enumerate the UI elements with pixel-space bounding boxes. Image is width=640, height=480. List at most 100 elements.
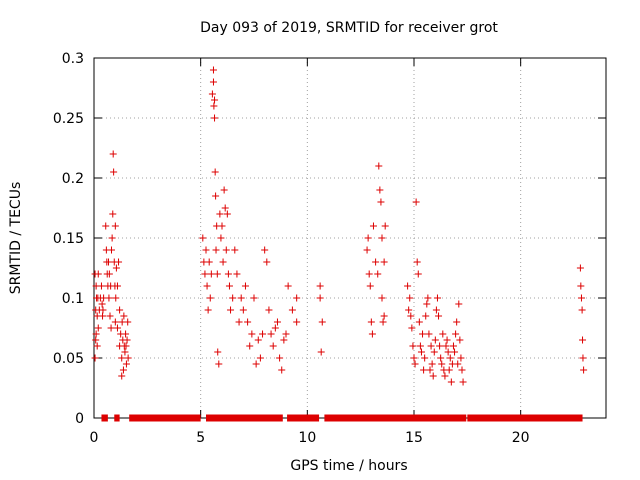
- data-point: [209, 66, 217, 74]
- data-point: [455, 300, 463, 308]
- axis-ticks: 0 0.05 0.1 0.15 0.2 0.25 0.3 0 5 10 15 20: [53, 51, 606, 446]
- data-point: [441, 372, 449, 380]
- data-point: [213, 270, 221, 278]
- data-point: [224, 270, 232, 278]
- data-point: [454, 360, 462, 368]
- data-point: [288, 306, 296, 314]
- y-tick-label: 0.3: [62, 51, 84, 67]
- data-point: [439, 330, 447, 338]
- data-point: [207, 270, 215, 278]
- data-point: [368, 330, 376, 338]
- data-point: [432, 306, 440, 314]
- zero-value-points: [114, 414, 120, 422]
- data-point: [425, 330, 433, 338]
- data-point: [122, 360, 130, 368]
- data-point: [429, 372, 437, 380]
- data-point: [443, 336, 451, 344]
- data-point: [376, 186, 384, 194]
- data-point: [276, 354, 284, 362]
- data-point: [451, 348, 459, 356]
- x-tick-label: 15: [405, 430, 423, 446]
- data-point: [424, 294, 432, 302]
- data-point: [408, 324, 416, 332]
- data-point: [367, 318, 375, 326]
- data-point: [248, 330, 256, 338]
- data-point: [579, 336, 587, 344]
- data-point: [375, 162, 383, 170]
- data-point: [241, 282, 249, 290]
- data-point: [116, 306, 124, 314]
- data-point: [105, 294, 113, 302]
- data-point: [216, 210, 224, 218]
- data-point: [113, 324, 121, 332]
- data-point: [217, 234, 225, 242]
- data-point: [446, 354, 454, 362]
- data-point: [109, 150, 117, 158]
- zero-value-points: [101, 414, 108, 422]
- data-point: [459, 378, 467, 386]
- data-point: [229, 294, 237, 302]
- data-point: [106, 312, 114, 320]
- data-point: [218, 222, 226, 230]
- data-point: [123, 336, 131, 344]
- data-point: [211, 96, 219, 104]
- data-point: [211, 114, 219, 122]
- x-tick-label: 0: [90, 430, 99, 446]
- data-point: [220, 186, 228, 194]
- data-point: [110, 168, 118, 176]
- data-point: [263, 258, 271, 266]
- data-point: [222, 246, 230, 254]
- data-points: [91, 66, 588, 422]
- data-point: [227, 306, 235, 314]
- data-point: [259, 330, 267, 338]
- data-point: [273, 318, 281, 326]
- data-point: [380, 312, 388, 320]
- data-point: [458, 366, 466, 374]
- data-point: [112, 294, 120, 302]
- data-point: [212, 192, 220, 200]
- data-point: [201, 270, 209, 278]
- data-point: [112, 264, 120, 272]
- data-point: [428, 360, 436, 368]
- data-point: [411, 360, 419, 368]
- zero-value-points: [206, 414, 283, 422]
- data-point: [203, 282, 211, 290]
- data-point: [449, 342, 457, 350]
- data-point: [239, 306, 247, 314]
- data-point: [246, 342, 254, 350]
- data-point: [577, 294, 585, 302]
- data-point: [250, 294, 258, 302]
- data-point: [120, 312, 128, 320]
- data-point: [118, 372, 126, 380]
- data-point: [107, 324, 115, 332]
- data-point: [199, 234, 207, 242]
- data-point: [374, 270, 382, 278]
- data-point: [447, 378, 455, 386]
- y-tick-label: 0.2: [62, 171, 84, 187]
- data-point: [580, 366, 588, 374]
- data-point: [453, 318, 461, 326]
- data-point: [438, 360, 446, 368]
- data-point: [223, 210, 231, 218]
- data-point: [404, 282, 412, 290]
- data-point: [97, 282, 105, 290]
- data-point: [267, 330, 275, 338]
- data-point: [457, 354, 465, 362]
- data-point: [405, 306, 413, 314]
- data-point: [202, 246, 210, 254]
- data-point: [456, 336, 464, 344]
- data-point: [422, 312, 430, 320]
- data-point: [124, 318, 132, 326]
- data-point: [233, 270, 241, 278]
- data-point: [372, 258, 380, 266]
- data-point: [119, 366, 127, 374]
- x-tick-label: 20: [512, 430, 530, 446]
- data-point: [209, 78, 217, 86]
- data-point: [445, 366, 453, 374]
- y-tick-label: 0: [75, 411, 84, 427]
- data-point: [107, 246, 115, 254]
- data-point: [444, 348, 452, 356]
- y-tick-label: 0.05: [53, 351, 84, 367]
- data-point: [379, 318, 387, 326]
- data-point: [293, 294, 301, 302]
